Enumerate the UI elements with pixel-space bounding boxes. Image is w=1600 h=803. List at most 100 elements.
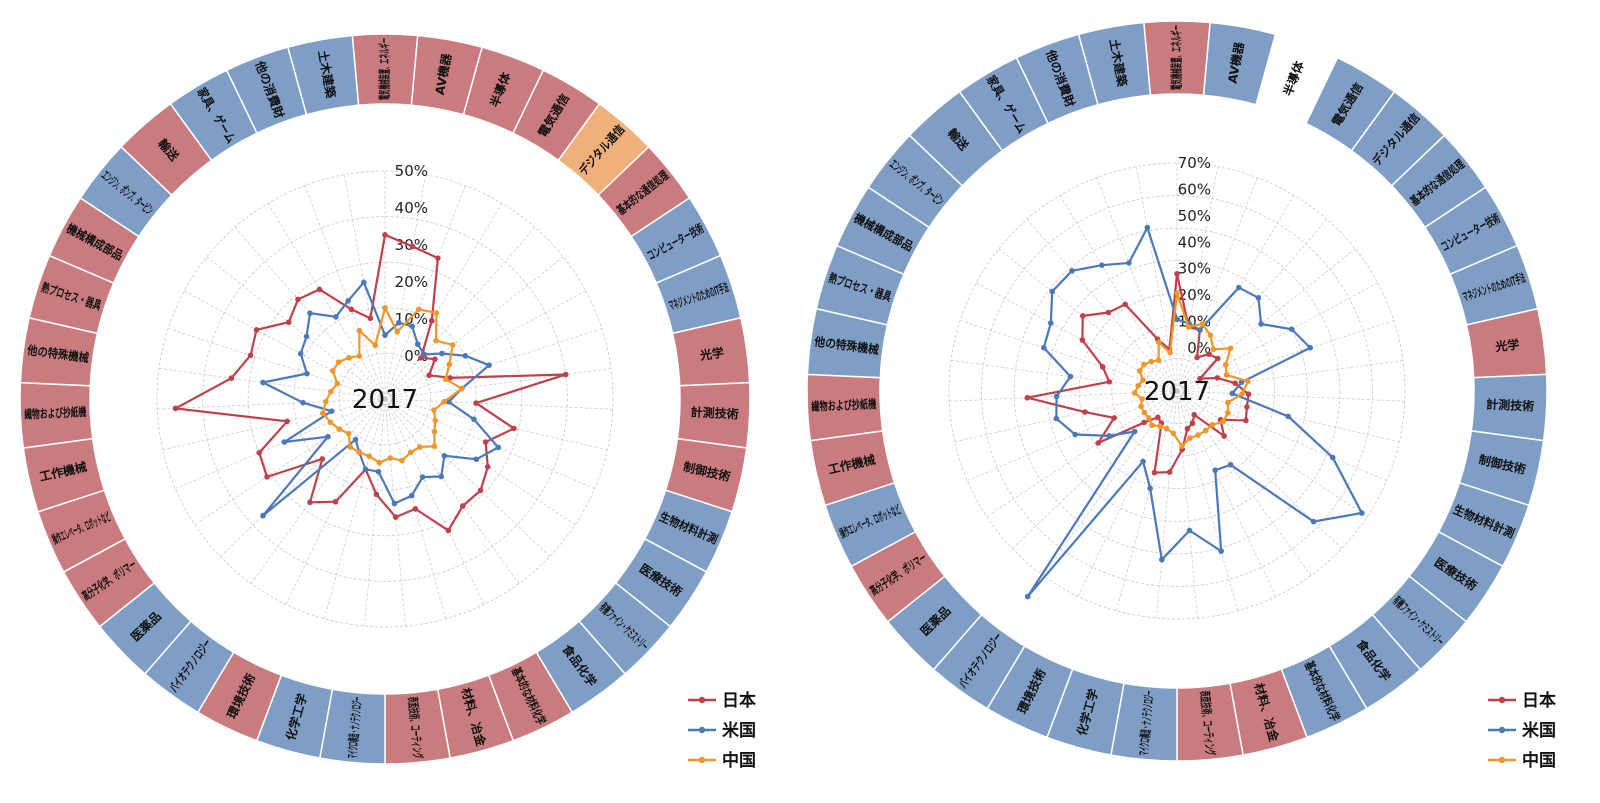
data-point bbox=[1359, 510, 1365, 516]
data-point bbox=[1174, 270, 1180, 277]
data-point bbox=[1131, 428, 1138, 435]
data-point bbox=[1069, 268, 1075, 274]
data-point bbox=[373, 491, 380, 498]
tick-label: 20% bbox=[1178, 286, 1211, 304]
category-label: 光学 bbox=[1493, 336, 1520, 354]
legend-label: 米国 bbox=[1522, 720, 1556, 741]
grid-spoke bbox=[159, 368, 386, 400]
data-point bbox=[362, 466, 369, 473]
data-point bbox=[367, 315, 374, 322]
grid-spoke bbox=[175, 398, 386, 489]
data-point bbox=[399, 457, 405, 464]
data-point bbox=[1307, 344, 1314, 351]
grid-spoke bbox=[250, 398, 386, 584]
grid-spoke bbox=[1176, 390, 1405, 402]
grid-spoke bbox=[949, 390, 1178, 402]
legend-label: 日本 bbox=[722, 690, 756, 711]
data-point bbox=[1255, 294, 1262, 301]
data-point bbox=[1099, 364, 1106, 370]
data-point bbox=[1209, 421, 1216, 428]
data-point bbox=[284, 418, 290, 425]
grid-circle bbox=[156, 170, 614, 628]
data-point bbox=[372, 342, 379, 348]
data-point bbox=[442, 376, 449, 383]
data-point bbox=[300, 399, 306, 406]
data-point bbox=[414, 341, 421, 347]
legend-marker bbox=[698, 756, 706, 764]
data-point bbox=[1148, 358, 1155, 365]
data-point bbox=[441, 398, 448, 405]
category-label: 表面技術、コーティング bbox=[1197, 690, 1218, 757]
data-point bbox=[1140, 377, 1146, 383]
series-3 bbox=[319, 305, 465, 466]
data-point bbox=[356, 327, 363, 334]
data-point bbox=[260, 512, 266, 519]
grid-circle bbox=[338, 352, 431, 445]
data-point bbox=[329, 368, 336, 374]
data-point bbox=[1157, 423, 1163, 430]
data-point bbox=[1221, 433, 1227, 439]
data-point bbox=[426, 372, 432, 379]
data-point bbox=[484, 464, 491, 470]
grid-spoke bbox=[1176, 166, 1219, 392]
category-segment bbox=[1077, 21, 1152, 106]
data-point bbox=[281, 439, 288, 445]
data-point bbox=[1195, 432, 1201, 438]
data-point bbox=[439, 350, 445, 357]
data-point bbox=[1227, 461, 1234, 468]
data-point bbox=[334, 380, 341, 387]
data-point bbox=[1140, 458, 1146, 465]
data-point bbox=[1126, 260, 1132, 266]
data-point bbox=[417, 444, 423, 450]
grid-spoke bbox=[1176, 248, 1356, 392]
data-point bbox=[1155, 339, 1162, 346]
tick-label: 40% bbox=[1178, 233, 1211, 251]
grid-spoke bbox=[184, 290, 386, 400]
grid-spoke bbox=[384, 398, 576, 525]
data-point bbox=[1145, 415, 1152, 421]
data-point bbox=[253, 327, 260, 333]
data-point bbox=[346, 354, 352, 361]
data-point bbox=[396, 319, 402, 326]
data-point bbox=[1207, 332, 1214, 338]
data-point bbox=[1218, 548, 1224, 554]
data-point bbox=[1285, 413, 1291, 420]
data-point bbox=[1105, 309, 1112, 316]
data-point bbox=[1225, 409, 1231, 416]
data-point bbox=[394, 328, 401, 335]
data-point bbox=[1149, 422, 1155, 429]
data-point bbox=[322, 398, 329, 405]
grid-spoke bbox=[998, 248, 1178, 392]
data-point bbox=[391, 500, 398, 507]
data-point bbox=[387, 455, 394, 461]
data-point bbox=[1079, 313, 1086, 319]
tick-label: 30% bbox=[1178, 260, 1211, 278]
data-point bbox=[333, 313, 339, 320]
data-point bbox=[1144, 224, 1151, 231]
data-point bbox=[1147, 485, 1153, 492]
series-line bbox=[1026, 272, 1250, 474]
legend-label: 中国 bbox=[1522, 750, 1556, 771]
grid-circle bbox=[948, 162, 1406, 620]
grid-spoke bbox=[206, 256, 386, 400]
grid-spoke bbox=[384, 203, 503, 400]
grid-spoke bbox=[384, 185, 466, 400]
legend-label: 米国 bbox=[722, 720, 756, 741]
grid-spoke bbox=[1176, 390, 1198, 619]
data-point bbox=[347, 444, 353, 450]
data-point bbox=[433, 310, 440, 316]
data-point bbox=[304, 370, 310, 377]
data-point bbox=[1329, 454, 1336, 461]
grid-spoke bbox=[1176, 390, 1400, 443]
series-2 bbox=[1024, 224, 1365, 600]
series-line bbox=[174, 233, 567, 532]
data-point bbox=[1122, 301, 1129, 308]
data-point bbox=[172, 405, 179, 412]
data-point bbox=[409, 243, 416, 250]
series-1 bbox=[172, 232, 569, 534]
grid-spoke bbox=[267, 203, 386, 400]
grid-spoke bbox=[384, 174, 427, 400]
data-point bbox=[1131, 390, 1138, 396]
data-point bbox=[1141, 409, 1148, 416]
